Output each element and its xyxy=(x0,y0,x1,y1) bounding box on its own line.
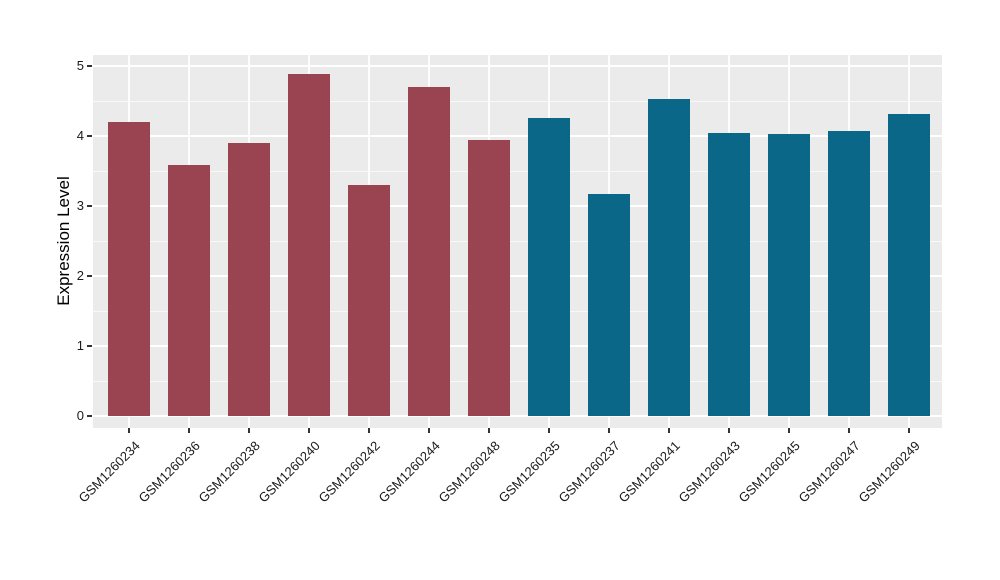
y-tick-mark xyxy=(87,345,92,347)
x-tick-mark xyxy=(668,428,670,433)
y-tick-label: 2 xyxy=(76,268,84,283)
x-tick-label: GSM1260242 xyxy=(315,438,383,506)
x-tick-mark xyxy=(308,428,310,433)
gridline-major xyxy=(93,275,942,277)
gridline-major xyxy=(93,345,942,347)
x-tick-mark xyxy=(128,428,130,433)
x-tick-label: GSM1260247 xyxy=(795,438,863,506)
gridline-minor xyxy=(93,100,942,102)
x-tick-label: GSM1260238 xyxy=(195,438,263,506)
x-tick-mark xyxy=(848,428,850,433)
gridline-minor xyxy=(93,310,942,312)
gridline-minor xyxy=(93,380,942,382)
x-tick-label: GSM1260237 xyxy=(555,438,623,506)
x-tick-mark xyxy=(248,428,250,433)
bar-GSM1260244 xyxy=(408,87,450,416)
y-tick-mark xyxy=(87,275,92,277)
x-tick-mark xyxy=(548,428,550,433)
bar-GSM1260249 xyxy=(888,113,930,416)
y-tick-label: 4 xyxy=(76,128,84,143)
plot-panel xyxy=(93,55,942,428)
bar-GSM1260241 xyxy=(648,98,690,416)
y-tick-mark xyxy=(87,135,92,137)
bar-GSM1260247 xyxy=(828,131,870,416)
x-tick-label: GSM1260240 xyxy=(255,438,323,506)
x-tick-label: GSM1260241 xyxy=(615,438,683,506)
x-tick-label: GSM1260235 xyxy=(495,438,563,506)
y-tick-mark xyxy=(87,205,92,207)
x-tick-mark xyxy=(608,428,610,433)
bar-GSM1260236 xyxy=(168,164,210,416)
bar-GSM1260242 xyxy=(348,185,390,416)
y-tick-label: 5 xyxy=(76,58,84,73)
x-tick-label: GSM1260245 xyxy=(735,438,803,506)
y-tick-label: 3 xyxy=(76,198,84,213)
bar-GSM1260240 xyxy=(288,73,330,416)
y-axis-title: Expression Level xyxy=(54,176,73,306)
y-tick-label: 1 xyxy=(76,338,84,353)
x-tick-mark xyxy=(428,428,430,433)
y-tick-mark xyxy=(87,65,92,67)
y-tick-mark xyxy=(87,415,92,417)
gridline-major xyxy=(93,65,942,67)
gridline-major xyxy=(93,415,942,417)
gridline-major xyxy=(93,205,942,207)
bar-GSM1260245 xyxy=(768,133,810,416)
bar-GSM1260243 xyxy=(708,132,750,416)
x-tick-label: GSM1260234 xyxy=(75,438,143,506)
x-tick-label: GSM1260244 xyxy=(375,438,443,506)
bar-GSM1260237 xyxy=(588,194,630,416)
gridline-major xyxy=(93,135,942,137)
x-tick-mark xyxy=(368,428,370,433)
bar-GSM1260248 xyxy=(468,140,510,416)
y-tick-label: 0 xyxy=(76,408,84,423)
gridline-minor xyxy=(93,240,942,242)
x-tick-mark xyxy=(188,428,190,433)
x-tick-label: GSM1260248 xyxy=(435,438,503,506)
x-tick-mark xyxy=(488,428,490,433)
x-tick-mark xyxy=(728,428,730,433)
x-tick-mark xyxy=(788,428,790,433)
bar-GSM1260238 xyxy=(228,143,270,416)
bar-GSM1260235 xyxy=(528,117,570,416)
x-tick-label: GSM1260249 xyxy=(855,438,923,506)
x-tick-label: GSM1260243 xyxy=(675,438,743,506)
x-tick-mark xyxy=(908,428,910,433)
gridline-minor xyxy=(93,170,942,172)
bar-GSM1260234 xyxy=(108,122,150,416)
x-tick-label: GSM1260236 xyxy=(135,438,203,506)
